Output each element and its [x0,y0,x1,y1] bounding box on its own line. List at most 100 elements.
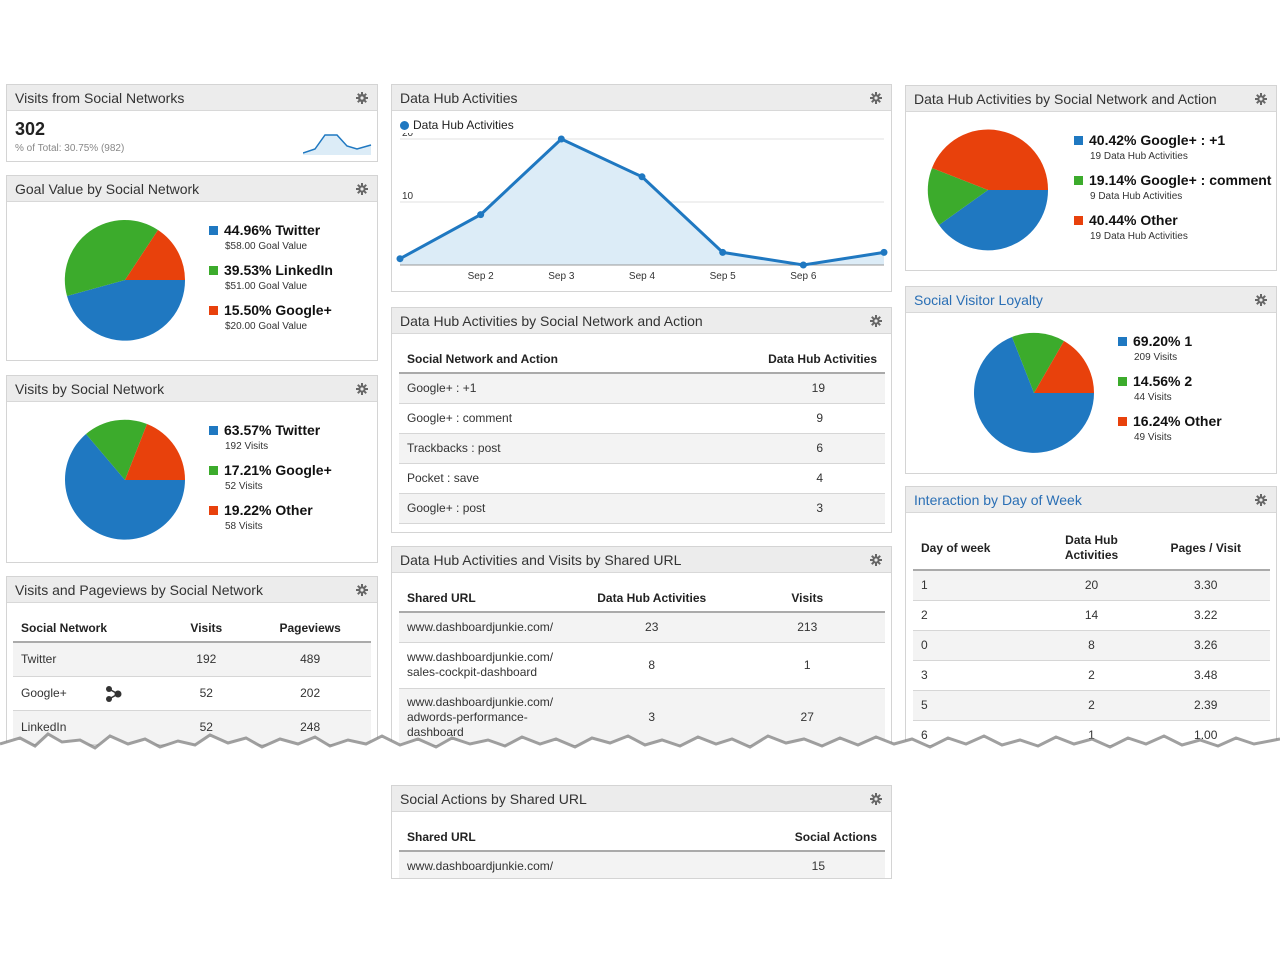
visits-cell: 1 [729,642,885,689]
column-header: Pageviews [249,615,371,643]
value-cell: 15 [701,851,885,878]
column-header: Shared URL [399,585,574,613]
table-row[interactable]: Google+ 52 202 [13,676,371,711]
legend-label: Other [1140,212,1178,228]
table-row[interactable]: Google+ : comment 9 [399,403,885,434]
column-header: Data Hub Activities [676,346,885,374]
widget-title: Social Actions by Shared URL [400,790,587,807]
column-header: Social Actions [701,824,885,852]
hub-pie-widget: Data Hub Activities by Social Network an… [905,85,1277,271]
data-point[interactable] [477,211,485,219]
x-tick-label: Sep 4 [629,271,656,282]
legend-swatch [209,465,218,475]
table-row[interactable]: www.dashboardjunkie.com/ 15 [399,851,885,878]
legend-label: Google+ : comment [1140,172,1272,188]
data-point[interactable] [557,135,565,143]
table-row[interactable]: www.dashboardjunkie.com/ adwords-perform… [399,688,885,745]
legend-sub: 9 Data Hub Activities [1090,191,1183,202]
hub-by-action-table: Social Network and Action Data Hub Activ… [399,346,885,524]
legend-item: 40.44% Other 19 Data Hub Activities [1074,212,1271,242]
url-cell[interactable]: www.dashboardjunkie.com/ adwords-perform… [399,688,574,745]
gear-icon[interactable] [869,314,883,328]
visits-by-network-pie [65,419,186,540]
table-row[interactable]: Google+ : post 3 [399,493,885,524]
widget-title: Visits by Social Network [15,380,165,397]
x-tick-label: Sep 6 [790,271,817,282]
legend-swatch [1074,215,1083,225]
loyalty-pie [974,332,1094,453]
pie-slice-1 [974,337,1094,453]
gear-icon[interactable] [869,792,883,806]
table-row[interactable]: 3 2 3.48 [913,660,1270,691]
x-tick-label: Sep 2 [468,271,495,282]
url-cell[interactable]: www.dashboardjunkie.com/ sales-cockpit-d… [399,642,574,689]
legend-item: 15.50% Google+ $20.00 Goal Value [209,302,333,332]
visits-cell: 192 [163,642,250,677]
value-cell: 4 [676,463,885,494]
table-row[interactable]: Twitter 192 489 [13,642,371,677]
legend-label: Twitter [275,422,321,438]
data-point[interactable] [799,261,807,269]
url-cell[interactable]: www.dashboardjunkie.com/ [399,851,702,878]
network-cell: Twitter [13,642,164,677]
legend-item: 19.14% Google+ : comment 9 Data Hub Acti… [1074,172,1271,202]
table-row[interactable]: 1 20 3.30 [913,570,1270,601]
data-point[interactable] [396,255,404,263]
chart-legend: Data Hub Activities [400,118,514,132]
hub-activities-chart: 10 20 Sep 2 Sep 3 Sep 4 Sep 5 Sep 6 [396,133,888,282]
data-point[interactable] [880,248,888,256]
pie-slice-googleplus [86,419,147,480]
gear-icon[interactable] [869,553,883,567]
column-header: Social Network [13,615,164,643]
legend-label: Twitter [275,222,321,238]
legend-label: 2 [1184,373,1193,389]
pages-cell: 3.30 [1141,570,1270,601]
legend-sub: 52 Visits [225,481,263,492]
gear-icon[interactable] [355,182,369,196]
gear-icon[interactable] [355,91,369,105]
legend-pct: 17.21% [224,462,272,478]
legend-swatch [209,265,218,275]
pie-slice-2 [1012,332,1064,393]
data-point[interactable] [719,248,727,256]
table-row[interactable]: www.dashboardjunkie.com/ 23 213 [399,612,885,643]
table-row[interactable]: Pocket : save 4 [399,463,885,494]
table-row[interactable]: 2 14 3.22 [913,600,1270,631]
action-cell: Google+ : post [399,493,677,524]
activities-cell: 14 [1041,600,1142,631]
legend-pct: 44.96% [224,222,272,238]
widget-title: Visits from Social Networks [15,89,185,106]
table-row[interactable]: Trackbacks : post 6 [399,433,885,464]
action-cell: Pocket : save [399,463,677,494]
gear-icon[interactable] [869,91,883,105]
table-row[interactable]: Google+ : +1 19 [399,373,885,404]
network-name: Google+ [21,686,67,700]
legend-sub: 49 Visits [1134,432,1172,443]
legend-sub: 19 Data Hub Activities [1090,231,1188,242]
legend-swatch [1118,336,1127,346]
gear-icon[interactable] [1254,293,1268,307]
table-row[interactable]: www.dashboardjunkie.com/ sales-cockpit-d… [399,642,885,689]
goal-value-widget: Goal Value by Social Network 44.96% Twit… [6,175,378,361]
widget-title: Goal Value by Social Network [15,180,200,197]
table-row[interactable]: 5 2 2.39 [913,690,1270,721]
activities-cell: 2 [1041,690,1142,721]
url-cell[interactable]: www.dashboardjunkie.com/ [399,612,574,643]
gear-icon[interactable] [1254,92,1268,106]
pie-slice-twitter [67,280,186,341]
table-row[interactable]: 0 8 3.26 [913,630,1270,661]
hub-visits-url-widget: Data Hub Activities and Visits by Shared… [391,546,892,746]
visits-legend: 63.57% Twitter 192 Visits 17.21% Google+… [209,422,332,542]
visits-widget: Visits from Social Networks 302 % of Tot… [6,84,378,162]
legend-label: Google+ [275,462,332,478]
day-cell: 5 [913,690,1042,721]
data-point[interactable] [638,173,646,181]
legend-pct: 40.42% [1089,132,1137,148]
activities-cell: 2 [1041,660,1142,691]
gear-icon[interactable] [355,382,369,396]
legend-swatch [209,225,218,235]
gear-icon[interactable] [355,583,369,597]
gear-icon[interactable] [1254,493,1268,507]
share-icon [106,685,122,702]
pages-cell: 3.48 [1141,660,1270,691]
